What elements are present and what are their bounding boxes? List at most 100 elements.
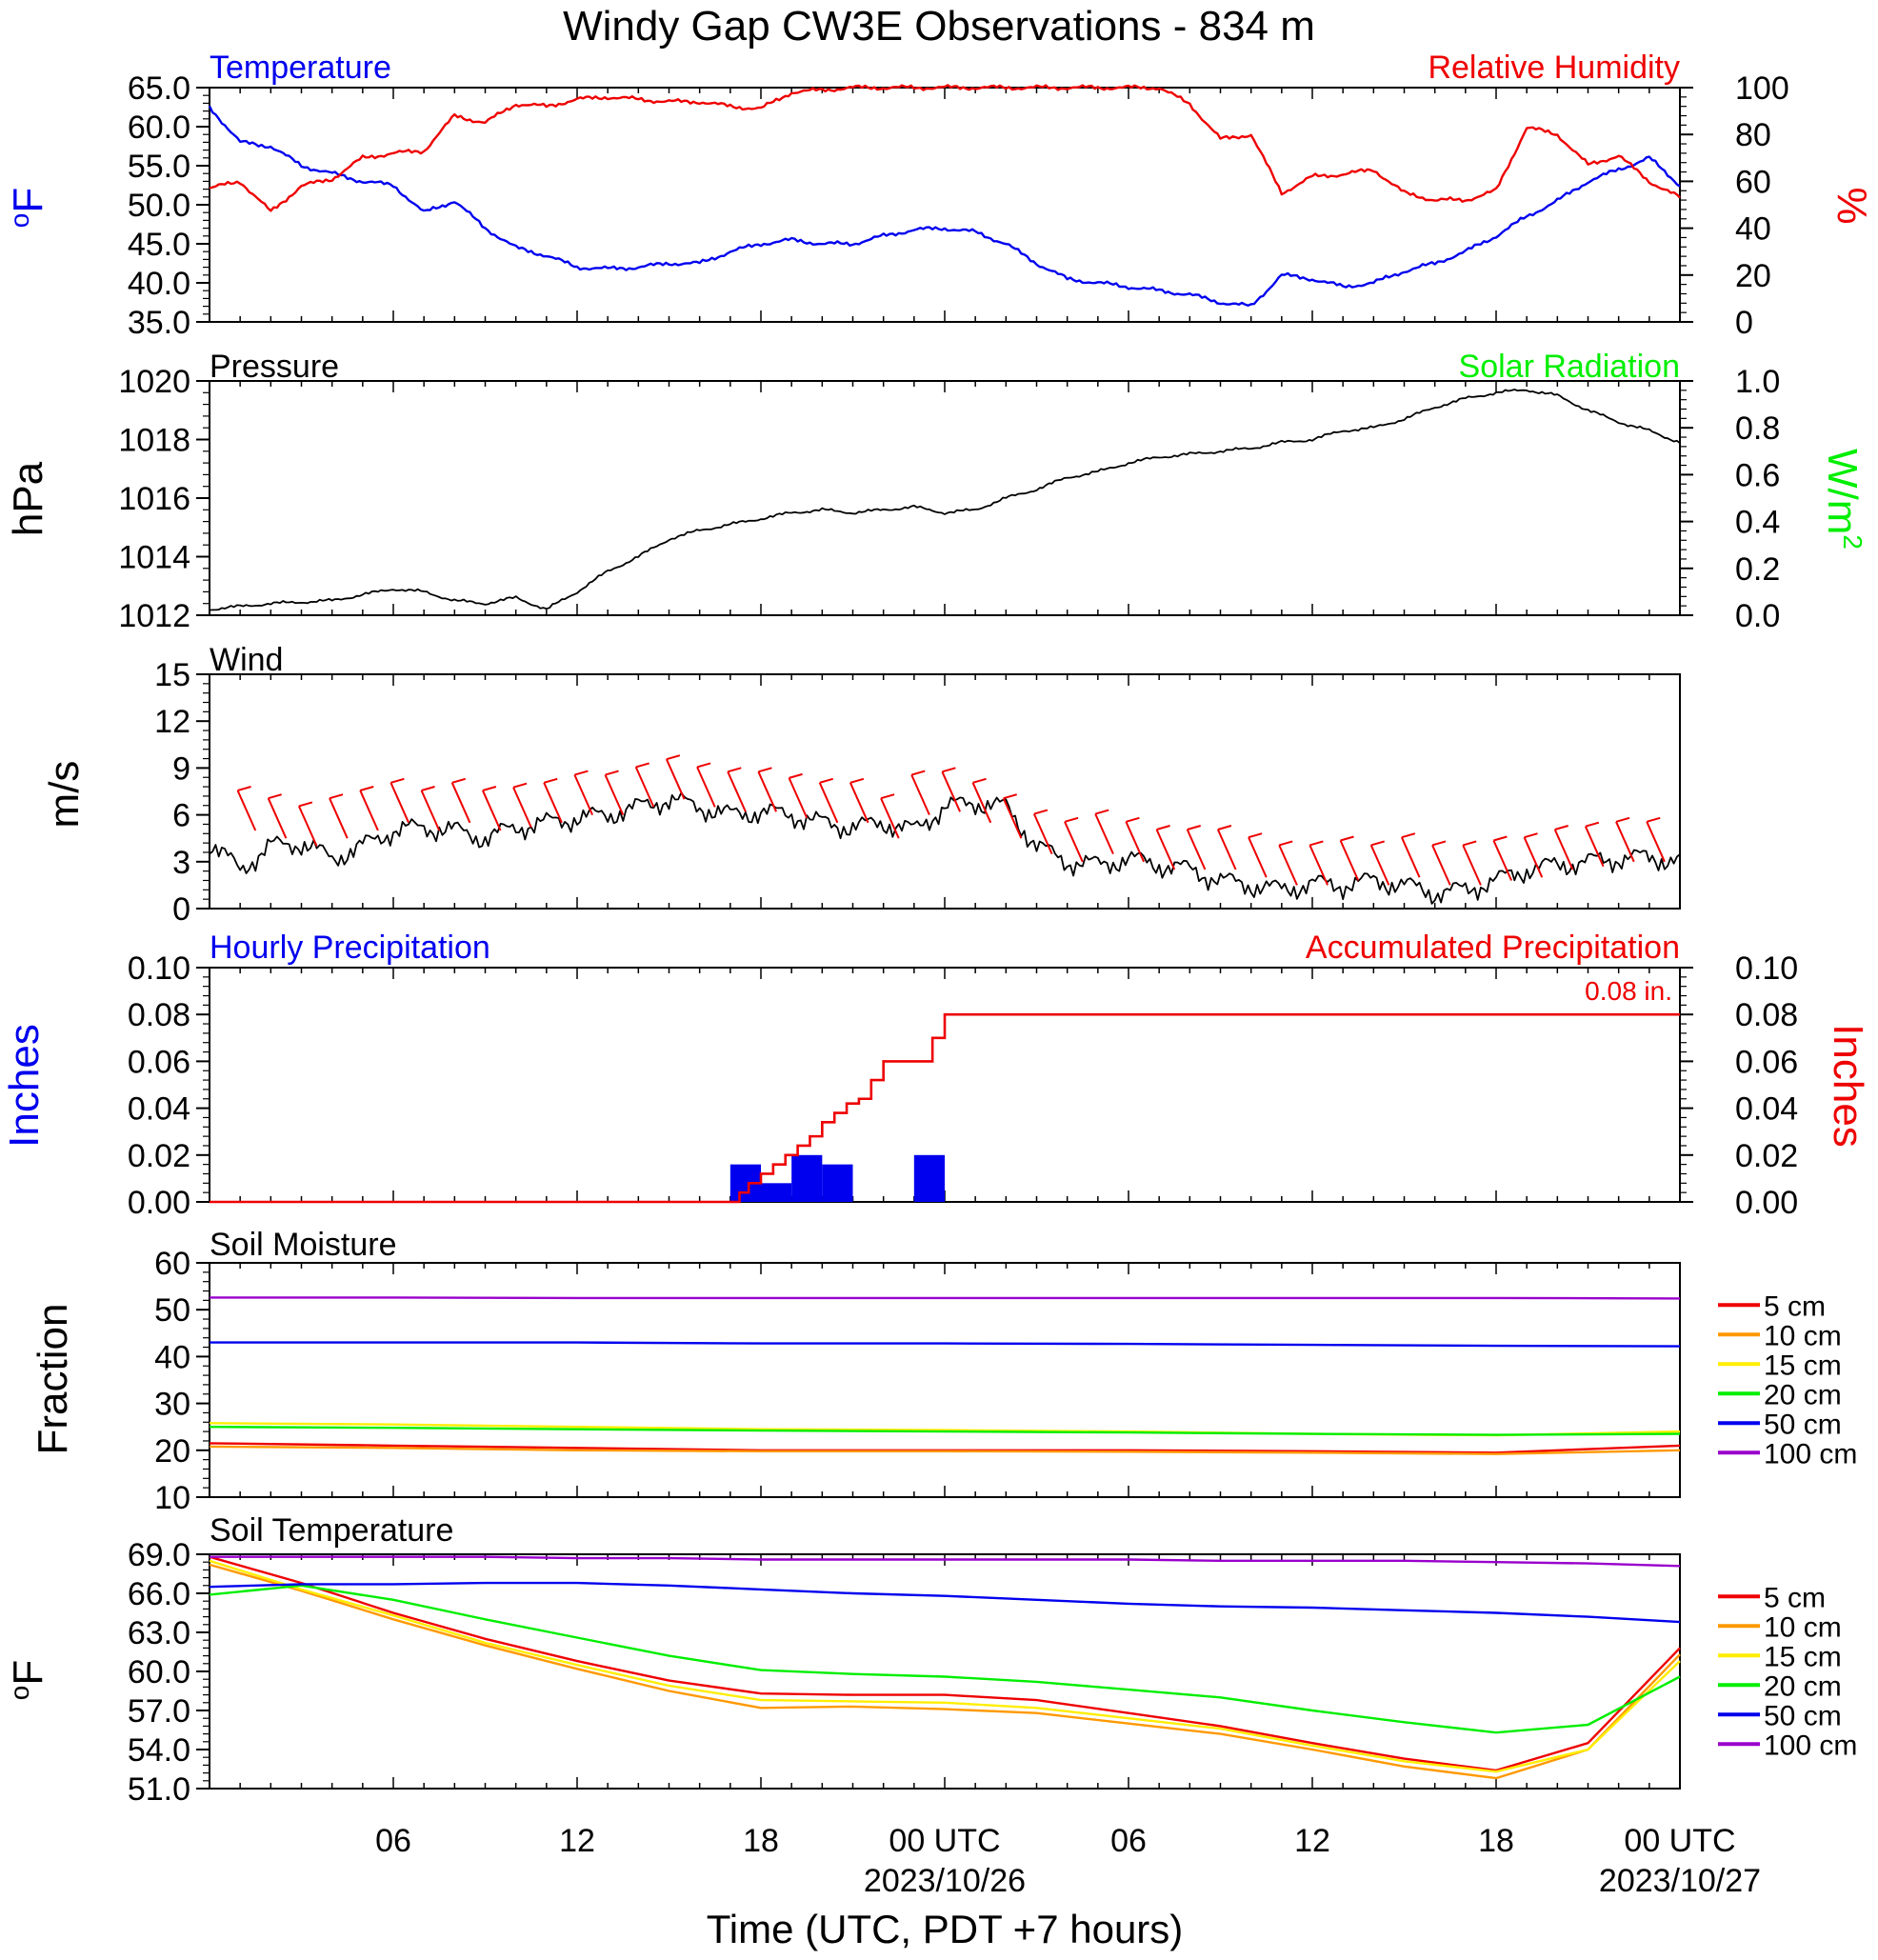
precipitation-right-y-tick-label: 0.06 (1735, 1044, 1798, 1080)
pressure_solar-right-y-tick-label: 0.4 (1735, 505, 1780, 541)
x-tick-label: 00 UTC (1624, 1823, 1735, 1859)
temperature_rh-left-y-tick-label: 50.0 (128, 188, 190, 224)
wind-barb-flag (1462, 840, 1477, 847)
soil_moisture-legend-label: 15 cm (1764, 1350, 1842, 1381)
pressure_solar-left-y-tick-label: 1014 (118, 540, 190, 576)
soil_temperature-left-y-tick-label: 57.0 (128, 1693, 190, 1730)
wind-barb-staff (1309, 844, 1329, 886)
x-tick-label: 12 (559, 1823, 595, 1859)
soil_temperature-legend-label: 5 cm (1764, 1582, 1826, 1613)
wind-barb-staff (971, 782, 992, 824)
wind-barb-staff (727, 770, 747, 812)
wind-barb-staff (1002, 797, 1023, 839)
precipitation-left-y-tick-label: 0.06 (128, 1044, 190, 1080)
wind-barb-staff (512, 787, 532, 829)
wind-title: Wind (210, 642, 283, 678)
soil_moisture-left-y-tick-label: 20 (154, 1433, 190, 1470)
soil_temperature-legend-label: 20 cm (1764, 1670, 1842, 1702)
wind-series-wind-speed (209, 791, 1681, 905)
soil_moisture-left-y-tick-label: 40 (154, 1339, 190, 1375)
wind-barb-staff (941, 770, 961, 812)
x-axis-title: Time (UTC, PDT +7 hours) (707, 1907, 1184, 1951)
soil_temperature-series-10-cm (209, 1563, 1681, 1780)
wind-barb-flag (942, 767, 956, 773)
x-tick-label: 00 UTC (889, 1823, 1000, 1859)
temperature_rh-left-y-tick-label: 45.0 (128, 227, 190, 263)
wind-left-y-tick-label: 15 (154, 657, 190, 693)
soil-moisture-title: Soil Moisture (210, 1227, 397, 1263)
wind-barb-flag (1033, 809, 1049, 815)
wind-barb-staff (1523, 836, 1544, 878)
wind-barb-flag (1248, 832, 1263, 839)
pressure-axis-unit: hPa (5, 461, 51, 536)
wind-axis-unit: m/s (41, 761, 88, 829)
temperature-title: Temperature (210, 50, 391, 86)
soil-temperature-axis-unit: oF (5, 1660, 51, 1700)
wind-barb-flag (849, 777, 865, 784)
wind-barb-staff (390, 782, 410, 824)
wind-barb-staff (450, 782, 471, 824)
wind-barb-flag (1646, 816, 1661, 823)
precipitation-left-y-tick-label: 0.10 (128, 950, 190, 987)
wind-barb-flag (727, 767, 742, 773)
temperature-axis-unit: oF (5, 188, 51, 228)
wind-barb-flag (635, 762, 649, 769)
panel-soil-temperature: Soil Temperature oF 51.054.057.060.063.0… (5, 1512, 1857, 1808)
soil_temperature-legend-label: 50 cm (1764, 1700, 1842, 1731)
wind-barb-flag (758, 767, 772, 773)
wind-barb-flag (1187, 825, 1201, 830)
wind-barb-flag (1309, 840, 1324, 847)
soil_moisture-left-y-tick-label: 30 (154, 1387, 190, 1423)
wind-barb-flag (512, 782, 528, 789)
temperature_rh-right-y-tick-label: 0 (1735, 305, 1753, 341)
accum-precip-title: Accumulated Precipitation (1306, 930, 1680, 966)
wind-left-y-tick-label: 12 (154, 704, 190, 740)
time-axis: 06 12 18 00 UTC 2023/10/26 06 12 18 00 UTC 2023/1… (375, 1823, 1761, 1899)
wind-barb-flag (268, 793, 282, 800)
soil-moisture-axis-unit: Fraction (30, 1304, 76, 1455)
wind-barb-flag (1064, 816, 1079, 823)
x-tick-date: 2023/10/27 (1599, 1863, 1761, 1899)
wind-barb-flag (1217, 825, 1232, 830)
wind-barb-staff (1094, 813, 1114, 855)
soil_temperature-series-50-cm (209, 1581, 1681, 1624)
soil_temperature-left-y-tick-label: 60.0 (128, 1654, 190, 1690)
soil_moisture-legend-label: 50 cm (1764, 1409, 1842, 1440)
rh-axis-unit: % (1828, 187, 1875, 224)
wind-barb-flag (972, 777, 987, 784)
wind-barb-staff (1125, 821, 1145, 863)
wind-barb-staff (757, 770, 777, 812)
wind-barb-flag (237, 786, 251, 791)
wind-barb-staff (1492, 840, 1512, 881)
temperature_rh-right-y-tick-label: 60 (1735, 164, 1771, 200)
wind-barb-staff (420, 790, 441, 831)
soil_temperature-left-y-tick-label: 54.0 (128, 1732, 190, 1769)
hourly-precip-title: Hourly Precipitation (210, 930, 490, 966)
wind-left-y-tick-label: 6 (172, 798, 190, 834)
pressure_solar-series-pressure (209, 389, 1681, 611)
figure-title: Windy Gap CW3E Observations - 834 m (563, 3, 1315, 50)
soil_temperature-legend-label: 100 cm (1764, 1730, 1857, 1761)
wind-barb-flag (910, 770, 926, 776)
soil_moisture-left-y-tick-label: 60 (154, 1246, 190, 1282)
wind-barb-staff (849, 782, 869, 824)
wind-barb-flag (1126, 816, 1140, 823)
wind-barb-staff (1186, 829, 1207, 870)
accumulated-precip-line (210, 1012, 1680, 1204)
pressure_solar-right-y-tick-label: 0.2 (1735, 551, 1780, 588)
wind-left-y-tick-label: 3 (172, 845, 190, 881)
wind-barb-staff (1646, 821, 1666, 863)
soil_moisture-series-100-cm (210, 1296, 1681, 1300)
temperature_rh-left-y-tick-label: 60.0 (128, 110, 190, 146)
wind-barb-flag (1003, 793, 1017, 800)
wind-barb-staff (1431, 844, 1451, 886)
wind-barb-flag (1615, 816, 1630, 823)
wind-barb-staff (329, 797, 349, 839)
temperature_rh-series-relative-humidity (209, 84, 1681, 212)
wind-barb-staff (236, 790, 257, 831)
temperature_rh-right-y-tick-label: 100 (1735, 70, 1789, 107)
wind-barb-flag (482, 786, 497, 791)
soil_temperature-series-5-cm (209, 1555, 1681, 1772)
wind-barb-flag (605, 770, 619, 776)
